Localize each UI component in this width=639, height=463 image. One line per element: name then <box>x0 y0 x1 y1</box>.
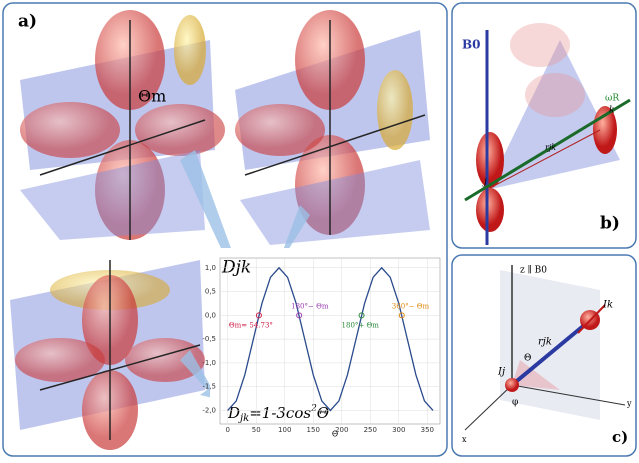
x-tick-label: 100 <box>278 426 291 434</box>
marker-label: 180°+ Θm <box>342 321 380 329</box>
formula-part: jk <box>238 413 249 424</box>
field-label: B0 <box>462 38 481 52</box>
marker-label: 360°− Θm <box>392 302 430 310</box>
x-tick-label: 350 <box>421 426 434 434</box>
spin-label: Ik <box>602 300 613 311</box>
y-axis-label: Djk <box>221 258 251 278</box>
rotation-label: ωR <box>605 94 619 104</box>
y-tick-label: 0,0 <box>205 311 216 319</box>
x-tick-label: 200 <box>335 426 348 434</box>
y-tick-label: 0,5 <box>205 288 216 296</box>
marker-label: 180°− Θm <box>291 302 329 310</box>
x-tick-label: 250 <box>364 426 377 434</box>
axis-label: z ∥ B0 <box>520 265 547 276</box>
panel-label: b) <box>600 214 620 234</box>
marker-label: Θm= 54.73° <box>229 321 273 329</box>
angle-label: Θm <box>138 87 166 106</box>
spin-label: k <box>609 106 614 116</box>
panel-label: a) <box>18 12 37 32</box>
vector-label: rjk <box>545 143 556 152</box>
x-tick-label: 0 <box>225 426 229 434</box>
y-tick-label: -1,5 <box>202 383 216 391</box>
x-tick-label: 50 <box>252 426 261 434</box>
y-tick-label: -2,0 <box>202 406 216 414</box>
x-tick-label: 300 <box>392 426 405 434</box>
spin-label: Ij <box>497 367 505 378</box>
axis-label: x <box>462 435 467 444</box>
figure: Djk Θ Djk=1-3cos2Θ a) b) c) Θm B0 ωR rjk… <box>0 0 639 459</box>
y-tick-label: -1,0 <box>202 359 216 367</box>
panel-label: c) <box>612 428 628 446</box>
formula-part: D <box>227 404 240 422</box>
axis-label: y <box>626 399 632 408</box>
y-tick-label: -0,5 <box>202 335 216 343</box>
angle-label: φ <box>512 398 518 408</box>
formula-part: =1-3cos <box>249 404 311 422</box>
vector-label: rjk <box>538 337 552 348</box>
angle-label: Θ <box>524 354 531 364</box>
x-tick-label: 150 <box>307 426 320 434</box>
y-tick-label: 1,0 <box>205 264 216 272</box>
